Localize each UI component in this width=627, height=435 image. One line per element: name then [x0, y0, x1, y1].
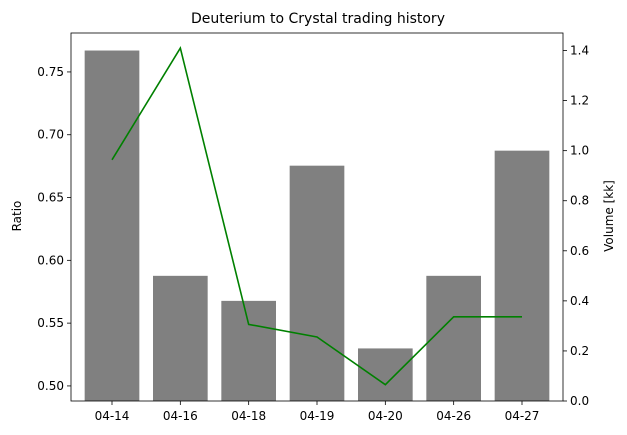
right-y-axis-label: Volume [kk]	[602, 180, 616, 252]
y-tick-label: 0.60	[37, 253, 64, 267]
bar-04-27	[494, 150, 550, 401]
y-tick-label: 0.50	[37, 379, 64, 393]
left-y-axis-ticks: 0.50 0.55 0.60 0.65 0.70 0.75	[37, 65, 71, 393]
bar-04-16	[153, 275, 208, 401]
y2-tick-label: 0.8	[570, 194, 589, 208]
bar-04-20	[358, 348, 413, 401]
y2-tick-label: 0.2	[570, 344, 589, 358]
y-tick-label: 0.55	[37, 316, 64, 330]
chart-title: Deuterium to Crystal trading history	[191, 11, 445, 27]
bar-series	[84, 50, 550, 402]
x-tick-label: 04-14	[95, 409, 130, 423]
x-tick-label: 04-27	[505, 409, 540, 423]
x-tick-label: 04-16	[163, 409, 198, 423]
bar-04-18	[221, 300, 276, 401]
right-y-axis-ticks: 0.0 0.2 0.4 0.6 0.8 1.0 1.2 1.4	[563, 44, 589, 408]
x-tick-label: 04-20	[368, 409, 403, 423]
y2-tick-label: 1.4	[570, 44, 589, 58]
y2-tick-label: 1.2	[570, 94, 589, 108]
y-tick-label: 0.70	[37, 128, 64, 142]
y-tick-label: 0.65	[37, 191, 64, 205]
y2-tick-label: 0.4	[570, 294, 589, 308]
x-tick-label: 04-19	[300, 409, 335, 423]
bar-04-19	[289, 165, 345, 401]
x-tick-label: 04-26	[436, 409, 471, 423]
y-tick-label: 0.75	[37, 65, 64, 79]
x-axis-ticks: 04-14 04-16 04-18 04-19 04-20 04-26 04-27	[95, 401, 540, 423]
y2-tick-label: 0.0	[570, 394, 589, 408]
bar-04-26	[426, 275, 481, 401]
y2-tick-label: 0.6	[570, 244, 589, 258]
left-y-axis-label: Ratio	[10, 201, 24, 232]
line-series	[111, 46, 523, 386]
y2-tick-label: 1.0	[570, 144, 589, 158]
bar-04-14	[84, 50, 140, 402]
x-tick-label: 04-18	[231, 409, 266, 423]
